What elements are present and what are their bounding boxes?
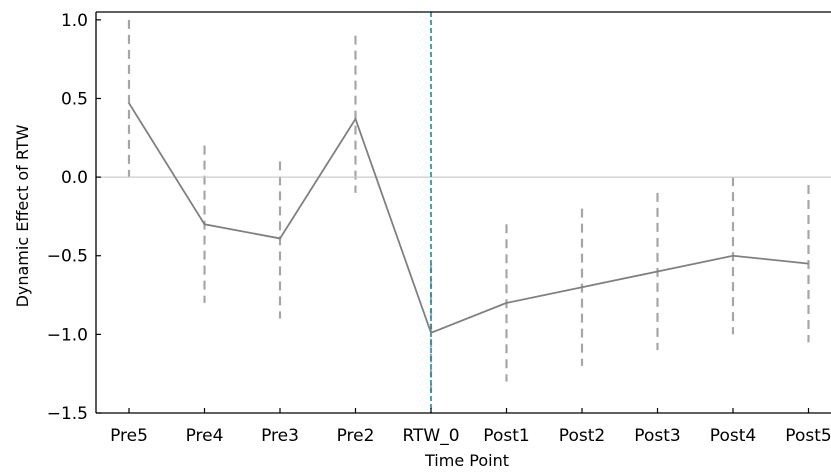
x-tick-label: Pre4: [186, 426, 224, 446]
x-tick-label: Post1: [483, 426, 529, 446]
x-tick-label: Post5: [785, 426, 831, 446]
x-tick-label: Pre3: [261, 426, 299, 446]
x-tick-label: Post4: [710, 426, 756, 446]
y-tick-label: 0.0: [61, 168, 88, 188]
y-tick-label: −1.5: [47, 404, 88, 424]
y-tick-label: 1.0: [61, 11, 88, 31]
y-tick-label: −1.0: [47, 325, 88, 345]
x-tick-label: Post3: [634, 426, 680, 446]
y-axis-label: Dynamic Effect of RTW: [13, 124, 32, 307]
x-axis-label: Time Point: [424, 451, 509, 470]
x-tick-label: Pre2: [337, 426, 375, 446]
x-tick-label: Post2: [559, 426, 605, 446]
series-line-estimate: [128, 102, 809, 334]
x-tick-label: RTW_0: [402, 426, 459, 446]
y-tick-label: 0.5: [61, 89, 88, 109]
y-tick-label: −0.5: [47, 247, 88, 267]
x-tick-label: Pre5: [110, 426, 148, 446]
